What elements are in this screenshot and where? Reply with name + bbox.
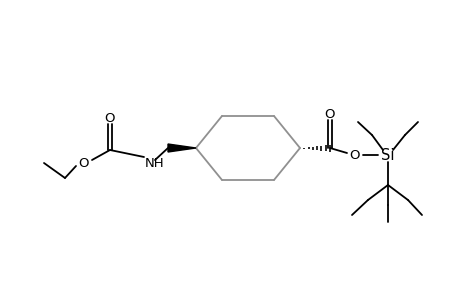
Text: O: O — [324, 107, 335, 121]
Text: Si: Si — [381, 148, 394, 163]
Text: O: O — [349, 148, 359, 161]
Text: O: O — [78, 157, 89, 169]
Polygon shape — [168, 144, 196, 152]
Text: NH: NH — [145, 157, 164, 169]
Text: O: O — [105, 112, 115, 124]
